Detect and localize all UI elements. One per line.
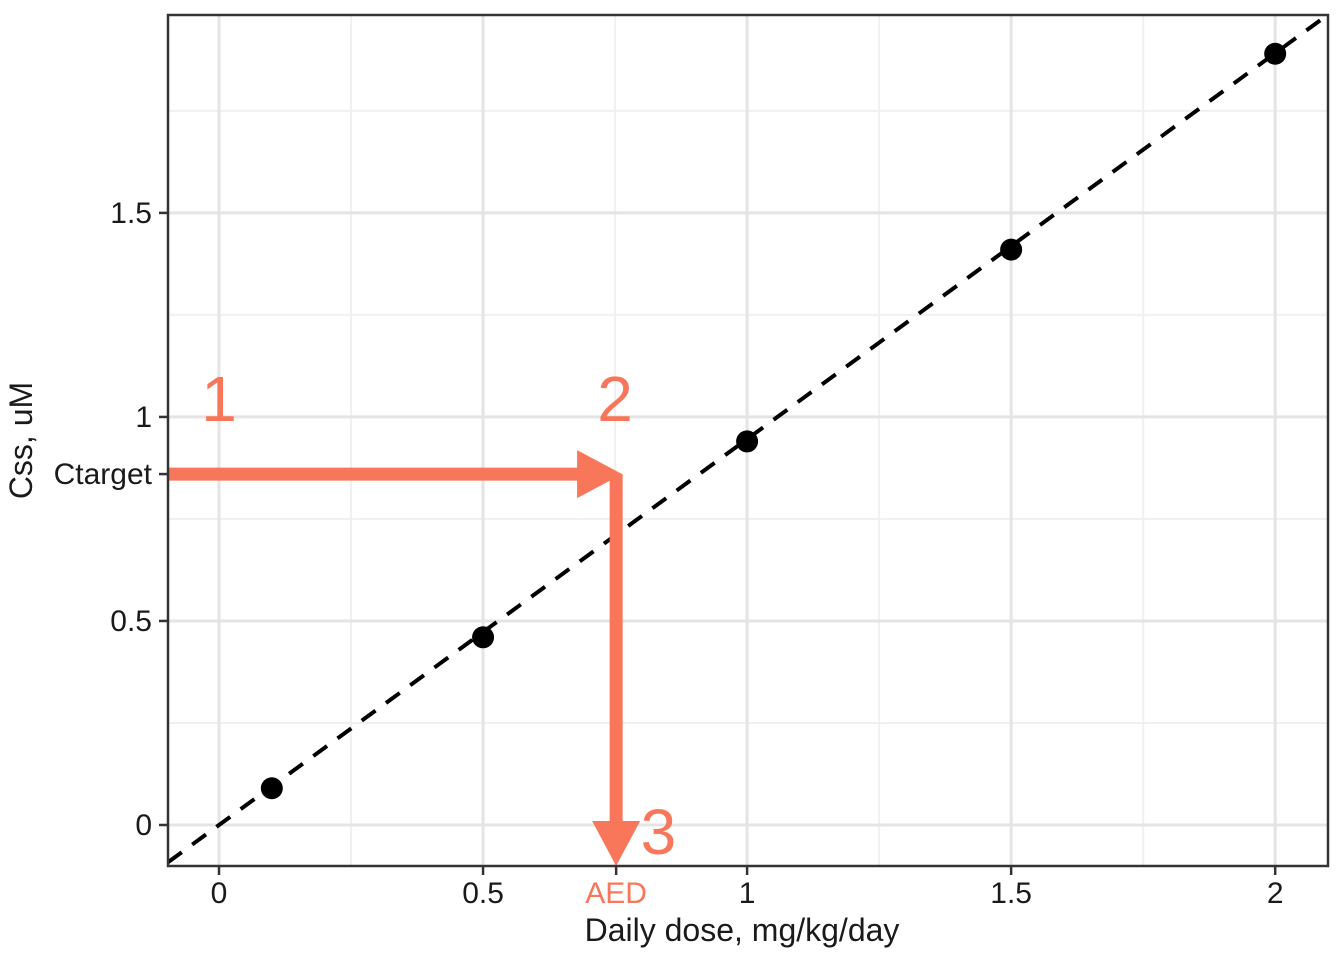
step-1-label: 1: [201, 363, 237, 435]
x-tick-label-AED: AED: [585, 877, 647, 910]
x-tick-label-1: 1: [739, 877, 756, 910]
step-2-label: 2: [597, 363, 633, 435]
y-tick-label-0.5: 0.5: [110, 605, 152, 638]
data-point: [260, 777, 283, 800]
data-point: [1264, 42, 1287, 65]
x-axis-title: Daily dose, mg/kg/day: [585, 912, 900, 948]
y-tick-label-1.5: 1.5: [110, 197, 152, 230]
aed-arrowhead-icon: [592, 821, 641, 866]
x-tick-label-0.5: 0.5: [462, 877, 504, 910]
y-tick-label-0: 0: [135, 809, 152, 842]
data-point: [1000, 238, 1023, 261]
step-3-label: 3: [641, 796, 677, 868]
data-point: [736, 430, 759, 453]
data-point: [472, 626, 495, 649]
x-tick-label-1.5: 1.5: [990, 877, 1032, 910]
x-tick-label-0: 0: [211, 877, 228, 910]
y-tick-label-1: 1: [135, 401, 152, 434]
y-tick-label-Ctarget: Ctarget: [54, 458, 153, 491]
y-axis-title: Css, uM: [3, 382, 39, 499]
ctarget-arrowhead-icon: [577, 450, 623, 499]
x-tick-label-2: 2: [1267, 877, 1284, 910]
